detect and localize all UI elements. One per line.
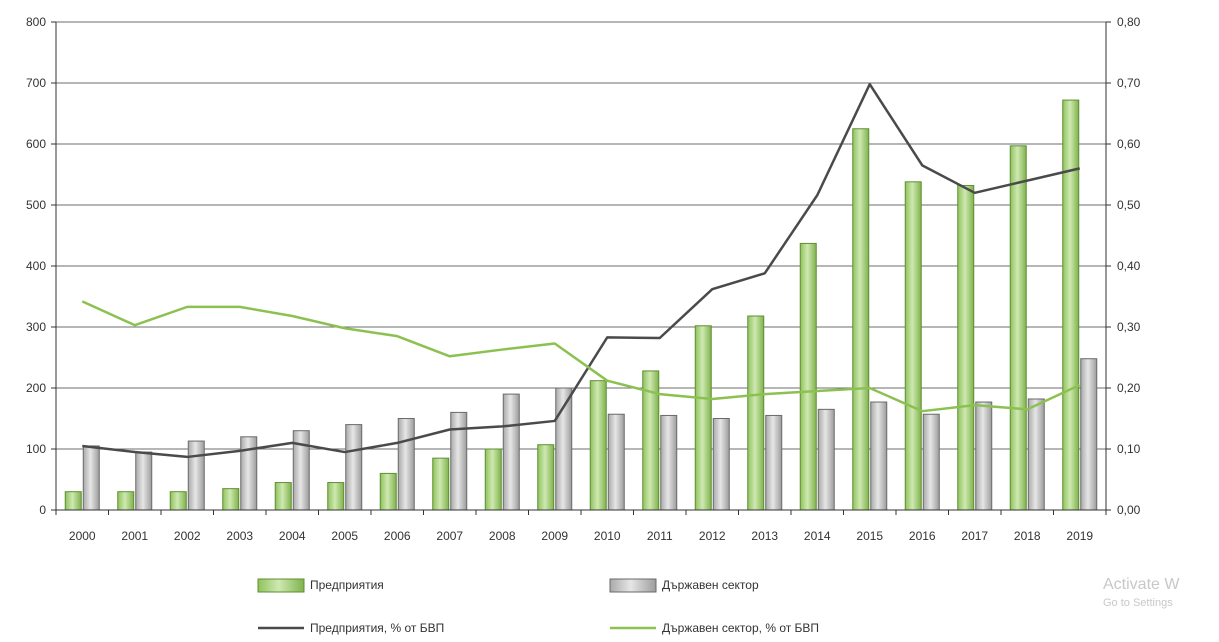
y-tick-label: 500 (26, 198, 46, 212)
bar-enterprises (222, 488, 240, 511)
legend-label: Предприятия (310, 578, 384, 592)
y-tick-label: 700 (26, 76, 46, 90)
x-tick-label: 2004 (279, 529, 306, 543)
x-tick-label: 2006 (384, 529, 411, 543)
bar-government (712, 418, 730, 511)
y2-tick-label: 0,50 (1117, 198, 1141, 212)
bar-enterprises (379, 472, 397, 511)
bar-government (607, 413, 625, 511)
axes: 0 0,00 100 0,10 200 0,20 300 0,30 400 0,40 500 0,50… (26, 15, 1141, 543)
x-tick-label: 2010 (594, 529, 621, 543)
y-tick-label: 300 (26, 320, 46, 334)
x-tick-label: 2002 (174, 529, 201, 543)
x-tick-label: 2007 (436, 529, 463, 543)
x-tick-label: 2000 (69, 529, 96, 543)
x-tick-label: 2005 (331, 529, 358, 543)
bars (64, 99, 1098, 511)
bar-government (345, 424, 363, 511)
y-tick-label: 400 (26, 259, 46, 273)
y2-tick-label: 0,30 (1117, 320, 1141, 334)
x-tick-label: 2018 (1014, 529, 1041, 543)
watermark-line-2: Go to Settings (1103, 597, 1173, 609)
bar-enterprises (484, 448, 502, 511)
bar-enterprises (904, 181, 922, 511)
y2-tick-label: 0,20 (1117, 381, 1141, 395)
legend: Предприятия Държавен сектор Предприятия, %… (257, 578, 819, 635)
legend-label: Предприятия, % от БВП (310, 621, 444, 635)
x-tick-label: 2011 (647, 529, 673, 543)
legend-swatch (609, 578, 657, 593)
bar-government (1080, 358, 1098, 511)
y2-tick-label: 0,10 (1117, 442, 1141, 456)
y2-tick-label: 0,70 (1117, 76, 1141, 90)
bar-enterprises (589, 380, 607, 511)
legend-label: Държавен сектор (662, 578, 759, 592)
bar-enterprises (537, 444, 555, 511)
y2-tick-label: 0,40 (1117, 259, 1141, 273)
y-tick-label: 100 (26, 442, 46, 456)
x-tick-label: 2008 (489, 529, 516, 543)
bar-enterprises (957, 184, 975, 511)
bar-government (450, 411, 468, 511)
bar-government (1027, 398, 1045, 511)
bar-government (922, 413, 940, 511)
y2-tick-label: 0,00 (1117, 503, 1141, 517)
bar-enterprises (747, 315, 765, 511)
bar-enterprises (117, 491, 135, 511)
gridlines (56, 21, 1106, 450)
y-tick-label: 600 (26, 137, 46, 151)
bar-enterprises (1062, 99, 1080, 511)
x-tick-label: 2013 (751, 529, 778, 543)
bar-government (82, 445, 100, 511)
legend-swatch (257, 578, 305, 593)
line-enterprises-gdp (82, 82, 1081, 459)
x-tick-label: 2012 (699, 529, 726, 543)
bar-enterprises (169, 491, 187, 511)
x-tick-label: 2016 (909, 529, 936, 543)
bar-government (765, 414, 783, 511)
y-tick-label: 200 (26, 381, 46, 395)
y2-tick-label: 0,80 (1117, 15, 1141, 29)
bar-enterprises (799, 242, 817, 511)
x-tick-label: 2017 (961, 529, 988, 543)
x-tick-label: 2003 (226, 529, 253, 543)
lines (81, 82, 1081, 459)
legend-label: Държавен сектор, % от БВП (662, 621, 819, 635)
bar-enterprises (274, 482, 292, 511)
bar-government (135, 451, 153, 511)
x-tick-label: 2001 (121, 529, 148, 543)
y-tick-label: 0 (39, 503, 46, 517)
x-tick-label: 2009 (541, 529, 568, 543)
bar-government (975, 401, 993, 511)
watermark-line-1: Activate W (1103, 576, 1180, 593)
activate-windows-watermark: Activate W Go to Settings (1103, 576, 1179, 609)
x-tick-label: 2019 (1066, 529, 1093, 543)
bar-government (502, 393, 520, 511)
y2-tick-label: 0,60 (1117, 137, 1141, 151)
line-government-gdp (81, 300, 1081, 413)
bar-government (660, 414, 678, 511)
y-tick-label: 800 (26, 15, 46, 29)
bar-enterprises (694, 325, 712, 511)
bar-government (397, 418, 415, 511)
x-tick-label: 2014 (804, 529, 831, 543)
bar-government (817, 408, 835, 511)
bar-government (870, 401, 888, 511)
bar-enterprises (432, 457, 450, 511)
bar-government (187, 440, 205, 511)
bar-enterprises (64, 491, 82, 511)
bar-enterprises (327, 482, 345, 511)
bar-enterprises (1009, 145, 1027, 511)
x-tick-label: 2015 (856, 529, 883, 543)
bar-enterprises (852, 128, 870, 511)
